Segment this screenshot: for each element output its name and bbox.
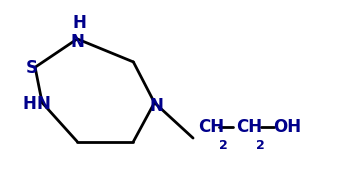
Text: CH: CH bbox=[236, 118, 262, 136]
Text: 2: 2 bbox=[256, 139, 265, 152]
Text: N: N bbox=[70, 33, 84, 52]
Text: CH: CH bbox=[198, 118, 224, 136]
Text: H: H bbox=[23, 95, 37, 113]
Text: H: H bbox=[73, 14, 87, 32]
Text: 2: 2 bbox=[219, 139, 227, 152]
Text: N: N bbox=[149, 97, 163, 115]
Text: N: N bbox=[37, 95, 51, 113]
Text: OH: OH bbox=[273, 118, 301, 136]
Text: S: S bbox=[26, 59, 38, 77]
